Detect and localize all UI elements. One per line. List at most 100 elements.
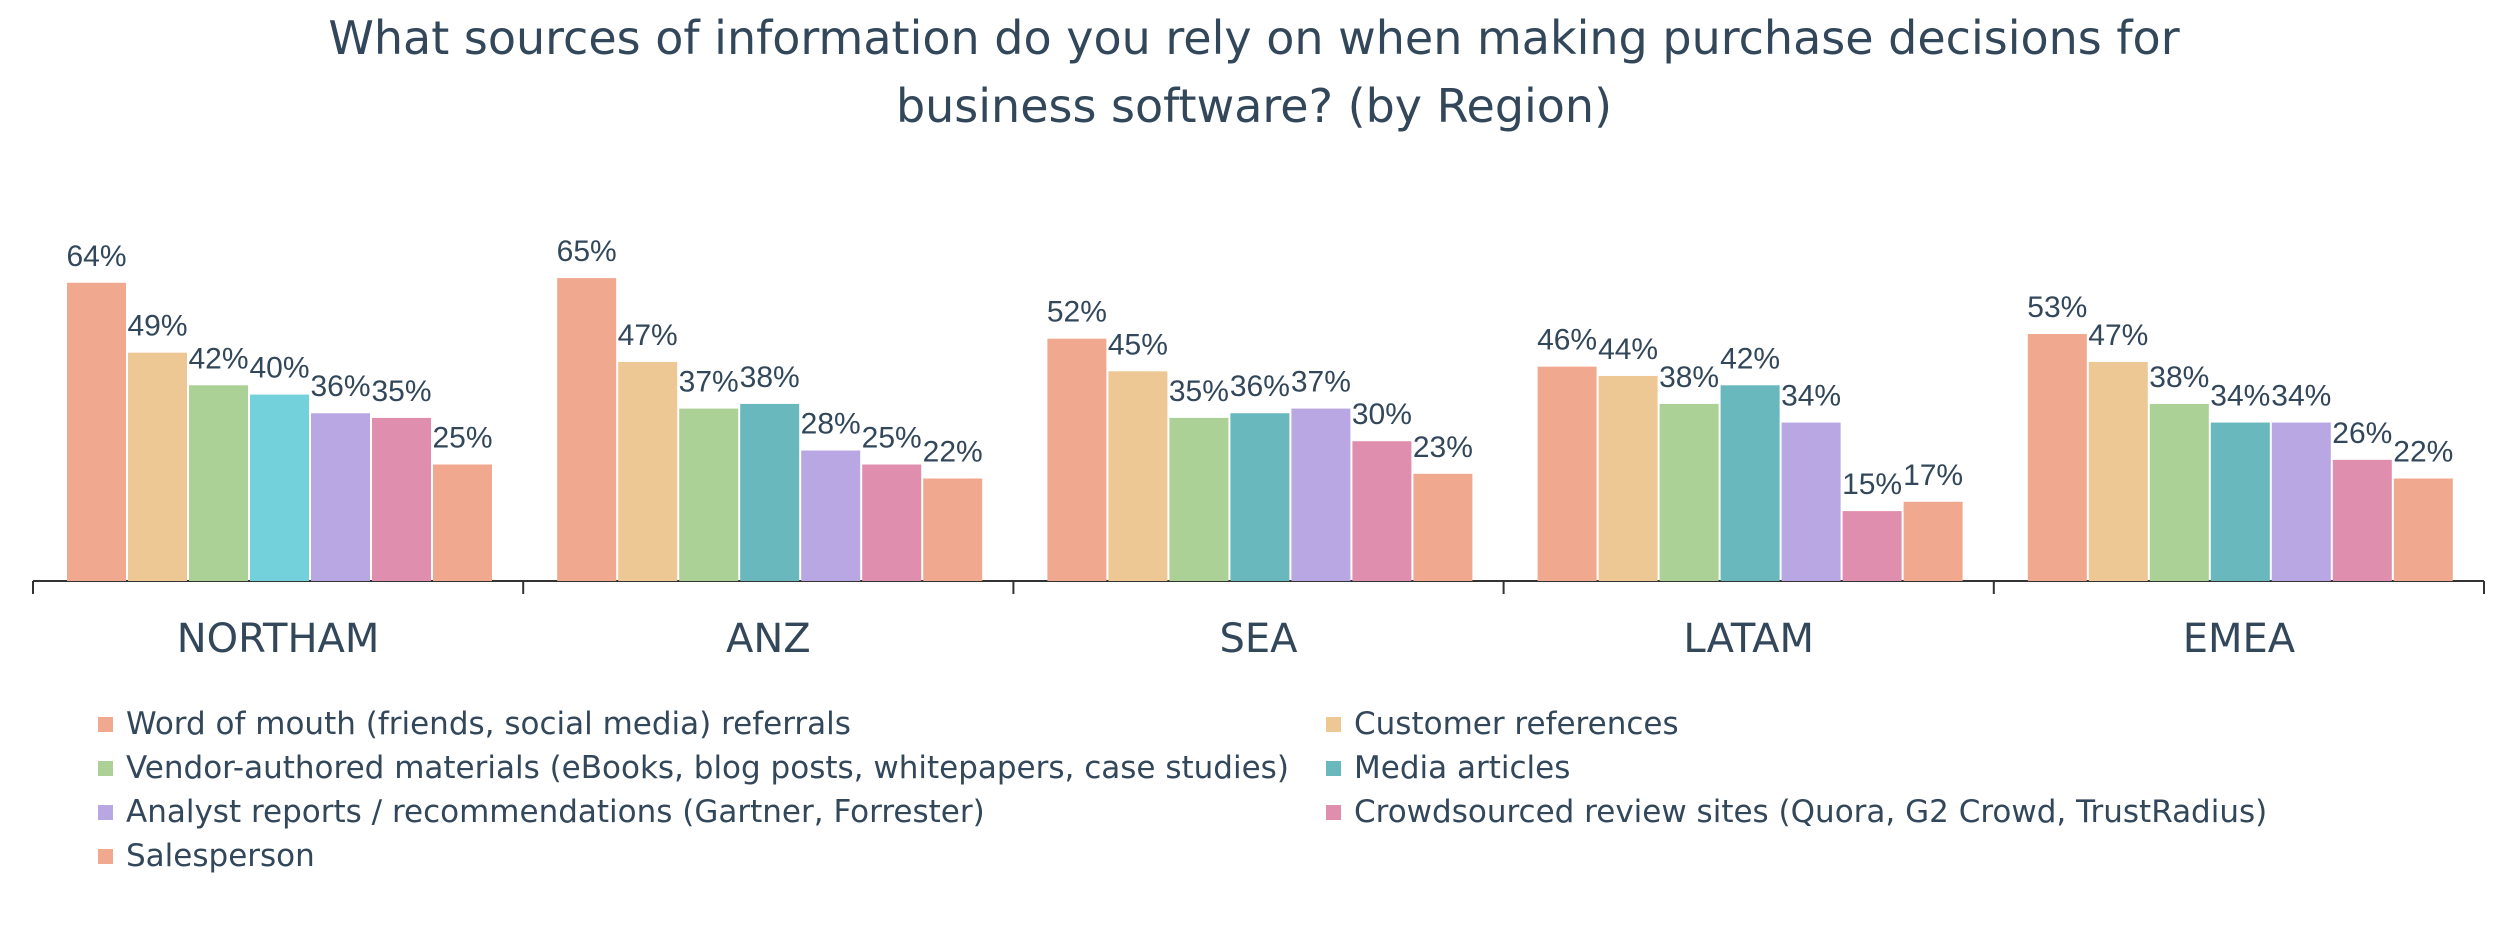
bar xyxy=(2210,422,2270,581)
bar xyxy=(1169,417,1229,581)
data-label: 38% xyxy=(740,361,800,394)
data-label: 22% xyxy=(923,435,983,468)
legend-item: Analyst reports / recommendations (Gartn… xyxy=(98,790,985,834)
bar xyxy=(2332,459,2392,581)
bar xyxy=(2149,403,2209,581)
legend-swatch xyxy=(1326,760,1341,776)
data-label: 23% xyxy=(1413,431,1473,464)
legend-label: Word of mouth (friends, social media) re… xyxy=(126,706,851,742)
data-label: 38% xyxy=(2149,361,2209,394)
data-label: 65% xyxy=(557,235,617,268)
bar xyxy=(1537,366,1597,581)
data-label: 22% xyxy=(2393,435,2453,468)
legend-swatch xyxy=(1326,804,1341,820)
data-label: 25% xyxy=(432,422,492,455)
data-label: 47% xyxy=(2088,319,2148,352)
data-label: 30% xyxy=(1352,398,1412,431)
bar xyxy=(801,450,861,581)
data-label: 35% xyxy=(371,375,431,408)
data-label: 45% xyxy=(1108,328,1168,361)
bar xyxy=(1047,338,1107,581)
legend-label: Vendor-authored materials (eBooks, blog … xyxy=(126,750,1289,786)
legend-swatch xyxy=(98,716,113,732)
bar xyxy=(2393,478,2453,581)
data-label: 37% xyxy=(1291,366,1351,399)
legend-swatch xyxy=(1326,716,1341,732)
data-label: 36% xyxy=(1230,370,1290,403)
data-label: 15% xyxy=(1842,468,1902,501)
data-label: 17% xyxy=(1903,459,1963,492)
chart-title-line-2: business software? (by Region) xyxy=(895,79,1613,133)
bar xyxy=(862,464,922,581)
data-label: 52% xyxy=(1047,296,1107,329)
bar xyxy=(2088,361,2148,581)
data-label: 28% xyxy=(801,408,861,441)
legend-swatch xyxy=(98,760,113,776)
bar xyxy=(128,352,187,581)
bar xyxy=(250,394,309,581)
data-label: 34% xyxy=(2271,380,2331,413)
legend-label: Analyst reports / recommendations (Gartn… xyxy=(126,794,985,830)
bar xyxy=(433,464,492,581)
data-label: 26% xyxy=(2332,417,2392,450)
x-tick-label: ANZ xyxy=(726,616,811,662)
bar xyxy=(1720,385,1780,581)
data-label: 35% xyxy=(1169,375,1229,408)
data-label: 38% xyxy=(1659,361,1719,394)
data-label: 42% xyxy=(188,342,248,375)
data-label: 40% xyxy=(249,352,309,385)
data-label: 25% xyxy=(862,422,922,455)
bar xyxy=(372,417,431,581)
legend-item: Vendor-authored materials (eBooks, blog … xyxy=(98,746,1289,790)
bar xyxy=(1352,441,1412,581)
data-label: 34% xyxy=(1781,380,1841,413)
bar xyxy=(2027,334,2087,581)
bar xyxy=(618,361,678,581)
bar xyxy=(311,413,370,581)
legend-item: Media articles xyxy=(1326,746,1570,790)
data-label: 53% xyxy=(2027,291,2087,324)
legend-swatch xyxy=(98,804,113,820)
bar xyxy=(1842,511,1902,581)
data-label: 49% xyxy=(127,310,187,343)
data-label: 36% xyxy=(310,370,370,403)
bar xyxy=(1781,422,1841,581)
legend-label: Customer references xyxy=(1354,706,1679,742)
data-label: 44% xyxy=(1598,333,1658,366)
data-label: 37% xyxy=(679,366,739,399)
chart-title: What sources of information do you rely … xyxy=(0,4,2508,140)
bar xyxy=(1108,371,1168,581)
legend-label: Crowdsourced review sites (Quora, G2 Cro… xyxy=(1354,794,2268,830)
bar xyxy=(1291,408,1351,581)
legend-item: Crowdsourced review sites (Quora, G2 Cro… xyxy=(1326,790,2267,834)
bar xyxy=(1413,473,1473,581)
data-label: 47% xyxy=(618,319,678,352)
data-label: 42% xyxy=(1720,342,1780,375)
legend-item: Salesperson xyxy=(98,834,315,878)
bar xyxy=(1598,375,1658,581)
bar xyxy=(557,278,617,581)
bar xyxy=(2271,422,2331,581)
bar xyxy=(740,403,800,581)
bar xyxy=(189,385,248,581)
legend-label: Media articles xyxy=(1354,750,1571,786)
legend-swatch xyxy=(98,848,113,864)
x-tick-label: SEA xyxy=(1219,616,1298,662)
bar xyxy=(1903,501,1963,581)
x-tick-label: EMEA xyxy=(2183,616,2296,662)
x-tick-label: LATAM xyxy=(1683,616,1814,662)
bar xyxy=(1230,413,1290,581)
bar xyxy=(67,282,126,581)
legend-label: Salesperson xyxy=(126,838,315,874)
chart-title-line-1: What sources of information do you rely … xyxy=(328,11,2180,65)
data-label: 34% xyxy=(2210,380,2270,413)
x-tick-label: NORTHAM xyxy=(177,616,380,662)
data-label: 64% xyxy=(66,240,126,273)
bar xyxy=(923,478,983,581)
bar xyxy=(679,408,739,581)
legend-item: Word of mouth (friends, social media) re… xyxy=(98,702,851,746)
data-label: 46% xyxy=(1537,324,1597,357)
legend-item: Customer references xyxy=(1326,702,1679,746)
bar xyxy=(1659,403,1719,581)
